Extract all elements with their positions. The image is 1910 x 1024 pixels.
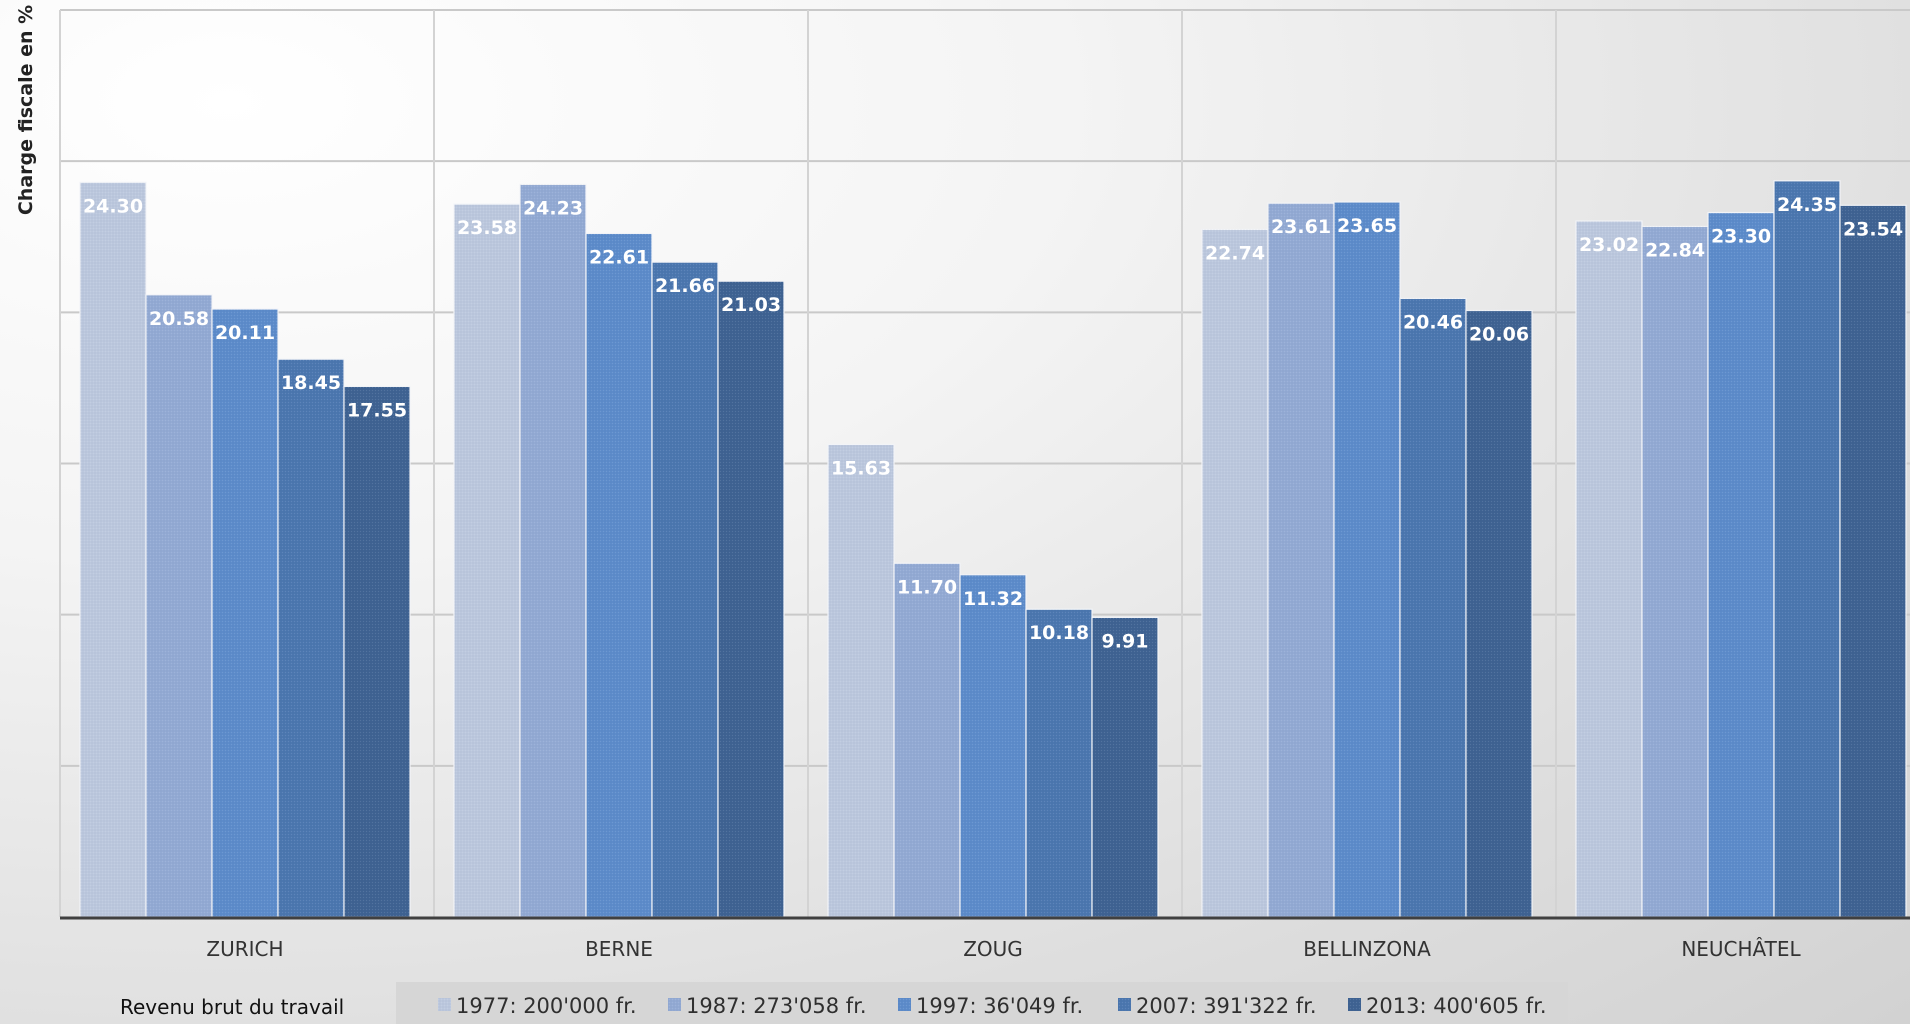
- category-label: ZURICH: [206, 937, 283, 961]
- bar-texture: [1840, 205, 1906, 918]
- bar-value-label: 18.45: [281, 372, 341, 394]
- legend-swatch-texture: [898, 998, 911, 1011]
- category-label: ZOUG: [963, 937, 1023, 961]
- bar-value-label: 22.84: [1645, 239, 1705, 261]
- bar-value-label: 21.66: [655, 275, 715, 297]
- bar-value-label: 23.61: [1271, 216, 1331, 238]
- bar-value-label: 20.46: [1403, 311, 1463, 333]
- bar-texture: [454, 204, 520, 917]
- bar-texture: [652, 262, 718, 917]
- bar-texture: [1708, 212, 1774, 917]
- bar-texture: [1774, 180, 1840, 917]
- bar-texture: [1202, 229, 1268, 917]
- bar-value-label: 23.30: [1711, 226, 1771, 248]
- bar-texture: [1466, 310, 1532, 917]
- bars: [79, 180, 1907, 918]
- bar-value-label: 24.35: [1777, 194, 1837, 216]
- legend-label: 1997: 36'049 fr.: [916, 994, 1083, 1018]
- bar-value-label: 24.30: [83, 195, 143, 217]
- bar-texture: [1334, 201, 1400, 917]
- bar-value-label: 20.58: [149, 308, 209, 330]
- bar-value-label: 20.06: [1469, 324, 1529, 346]
- bar-texture: [828, 444, 894, 917]
- bar-texture: [894, 563, 960, 917]
- bar-value-label: 17.55: [347, 399, 407, 421]
- legend-label: 1977: 200'000 fr.: [456, 994, 637, 1018]
- bar-texture: [1642, 226, 1708, 917]
- legend-label: 1987: 273'058 fr.: [686, 994, 867, 1018]
- bar-texture: [586, 233, 652, 918]
- bar-texture: [344, 386, 410, 917]
- bar-texture: [1092, 617, 1158, 917]
- bar-texture: [1268, 203, 1334, 918]
- legend: 1977: 200'000 fr. 1987: 273'058 fr. 1997: …: [438, 994, 1547, 1018]
- legend-label: 2007: 391'322 fr.: [1136, 994, 1317, 1018]
- bar-value-label: 23.58: [457, 217, 517, 239]
- bar-value-label: 23.54: [1843, 218, 1903, 240]
- bar-value-label: 15.63: [831, 457, 891, 479]
- legend-swatch-texture: [1118, 998, 1131, 1011]
- bar-value-label: 21.03: [721, 294, 781, 316]
- data-labels: 24.30 20.58 20.11 18.45 17.55 23.58 24.23 22.61…: [83, 194, 1903, 653]
- bar-texture: [520, 184, 586, 917]
- legend-swatch-texture: [668, 998, 681, 1011]
- bar-value-label: 22.61: [589, 246, 649, 268]
- bar-texture: [1026, 609, 1092, 917]
- y-axis-label: Charge fiscale en %: [15, 5, 37, 215]
- legend-title: Revenu brut du travail: [120, 995, 344, 1019]
- category-labels: ZURICH BERNE ZOUG BELLINZONA NEUCHÂTEL: [206, 937, 1801, 961]
- legend-swatch-texture: [1348, 998, 1361, 1011]
- bar-value-label: 11.70: [897, 576, 957, 598]
- legend-label: 2013: 400'605 fr.: [1366, 994, 1547, 1018]
- bar-texture: [1400, 298, 1466, 917]
- bar-texture: [212, 309, 278, 917]
- bar-value-label: 10.18: [1029, 622, 1089, 644]
- bar-value-label: 11.32: [963, 588, 1023, 610]
- category-label: BERNE: [585, 937, 653, 961]
- bar-texture: [1576, 221, 1642, 917]
- legend-box: [396, 982, 1568, 1024]
- bar-value-label: 9.91: [1102, 630, 1149, 652]
- bar-texture: [278, 359, 344, 917]
- bar-value-label: 20.11: [215, 322, 275, 344]
- bar-texture: [960, 574, 1026, 917]
- bar-value-label: 24.23: [523, 197, 583, 219]
- bar-texture: [146, 294, 212, 918]
- bar-value-label: 23.65: [1337, 215, 1397, 237]
- category-label: BELLINZONA: [1303, 937, 1431, 961]
- bar-texture: [718, 281, 784, 917]
- legend-swatch-texture: [438, 998, 451, 1011]
- bar-texture: [80, 182, 146, 917]
- category-label: NEUCHÂTEL: [1681, 937, 1801, 961]
- bar-value-label: 22.74: [1205, 242, 1265, 264]
- bar-value-label: 23.02: [1579, 234, 1639, 256]
